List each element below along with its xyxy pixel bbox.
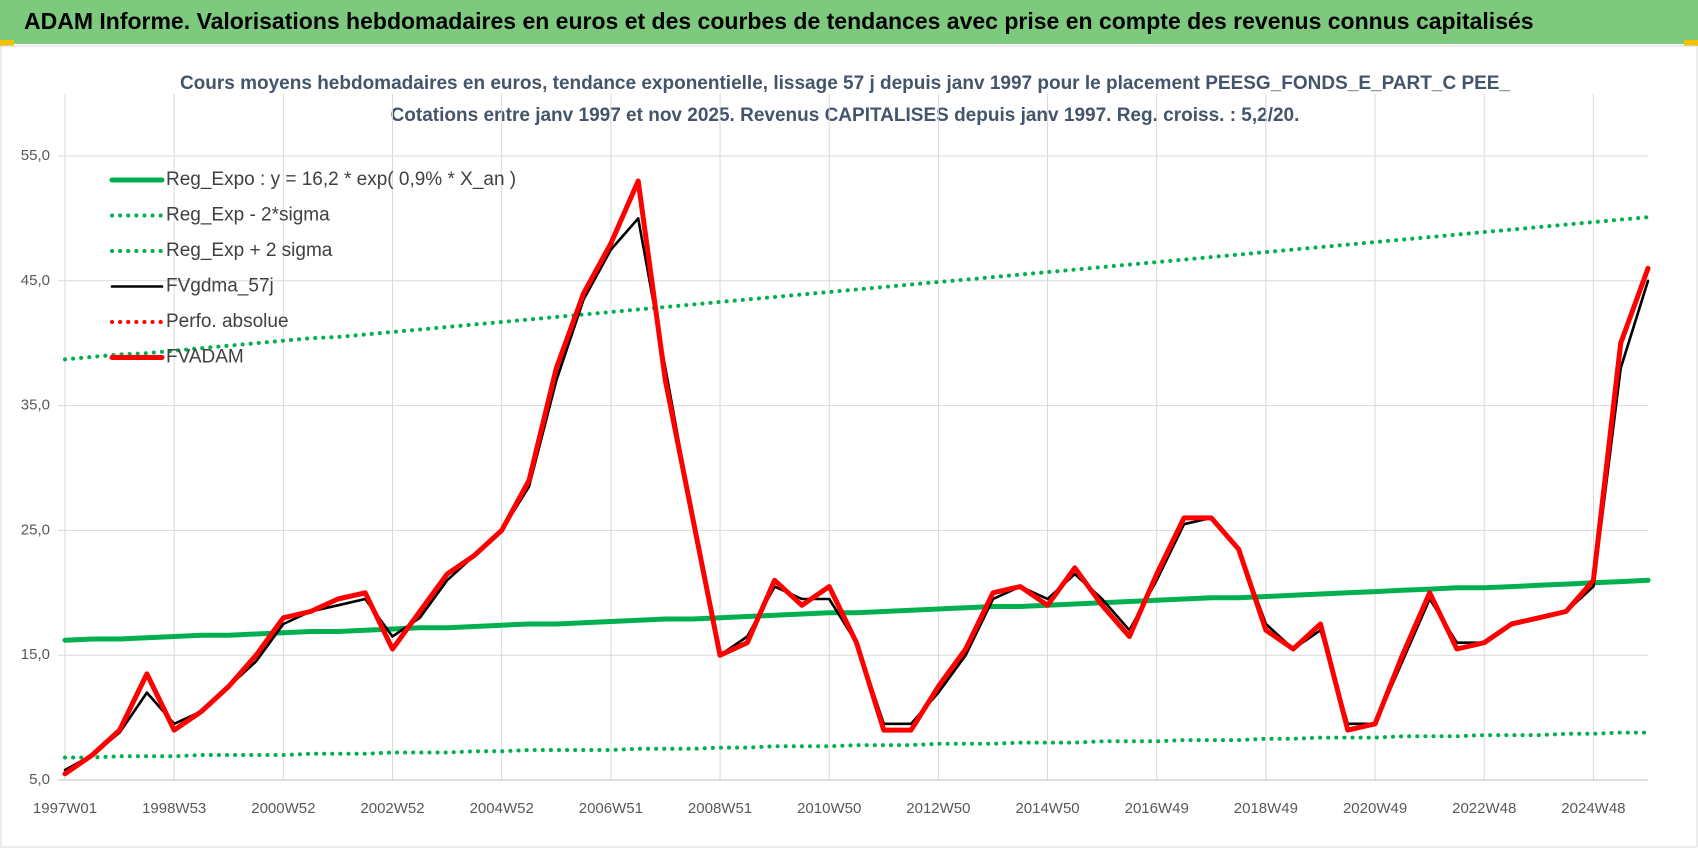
corner-mark bbox=[1684, 40, 1698, 46]
legend-label: FVgdma_57j bbox=[166, 276, 274, 297]
x-tick-label: 2020W49 bbox=[1343, 800, 1407, 817]
legend-label: Perfo. absolue bbox=[166, 311, 289, 332]
x-tick-label: 1997W01 bbox=[33, 800, 97, 817]
x-tick-label: 2010W50 bbox=[797, 800, 861, 817]
legend-label: Reg_Exp - 2*sigma bbox=[166, 205, 330, 226]
x-tick-label: 1998W53 bbox=[142, 800, 206, 817]
y-tick-label: 5,0 bbox=[29, 771, 50, 788]
y-tick-label: 55,0 bbox=[21, 147, 50, 164]
x-tick-label: 2006W51 bbox=[579, 800, 643, 817]
legend-label: Reg_Expo : y = 16,2 * exp( 0,9% * X_an ) bbox=[166, 169, 516, 190]
x-tick-label: 2002W52 bbox=[360, 800, 424, 817]
y-tick-label: 15,0 bbox=[21, 646, 50, 663]
y-tick-label: 25,0 bbox=[21, 521, 50, 538]
x-tick-label: 2004W52 bbox=[470, 800, 534, 817]
series-line bbox=[63, 215, 1650, 362]
x-tick-label: 2008W51 bbox=[688, 800, 752, 817]
y-tick-label: 45,0 bbox=[21, 272, 50, 289]
corner-mark bbox=[0, 40, 14, 46]
chart-subtitle: Cours moyens hebdomadaires en euros, ten… bbox=[180, 73, 1511, 94]
x-tick-label: 2014W50 bbox=[1015, 800, 1079, 817]
x-tick-label: 2022W48 bbox=[1452, 800, 1516, 817]
x-tick-label: 2024W48 bbox=[1561, 800, 1625, 817]
x-tick-label: 2018W49 bbox=[1234, 800, 1298, 817]
header-band bbox=[0, 0, 1698, 44]
x-tick-label: 2012W50 bbox=[906, 800, 970, 817]
chart-subtitle: Cotations entre janv 1997 et nov 2025. R… bbox=[391, 105, 1300, 126]
legend-label: FVADAM bbox=[166, 347, 244, 368]
y-tick-label: 35,0 bbox=[21, 397, 50, 414]
series-line bbox=[62, 178, 1651, 777]
series-line bbox=[63, 730, 1650, 760]
x-tick-label: 2016W49 bbox=[1125, 800, 1189, 817]
page-title: ADAM Informe. Valorisations hebdomadaire… bbox=[24, 8, 1534, 34]
series-line bbox=[62, 577, 1651, 643]
plot-frame bbox=[0, 45, 1698, 848]
x-tick-label: 2000W52 bbox=[251, 800, 315, 817]
legend-label: Reg_Exp + 2 sigma bbox=[166, 240, 333, 261]
